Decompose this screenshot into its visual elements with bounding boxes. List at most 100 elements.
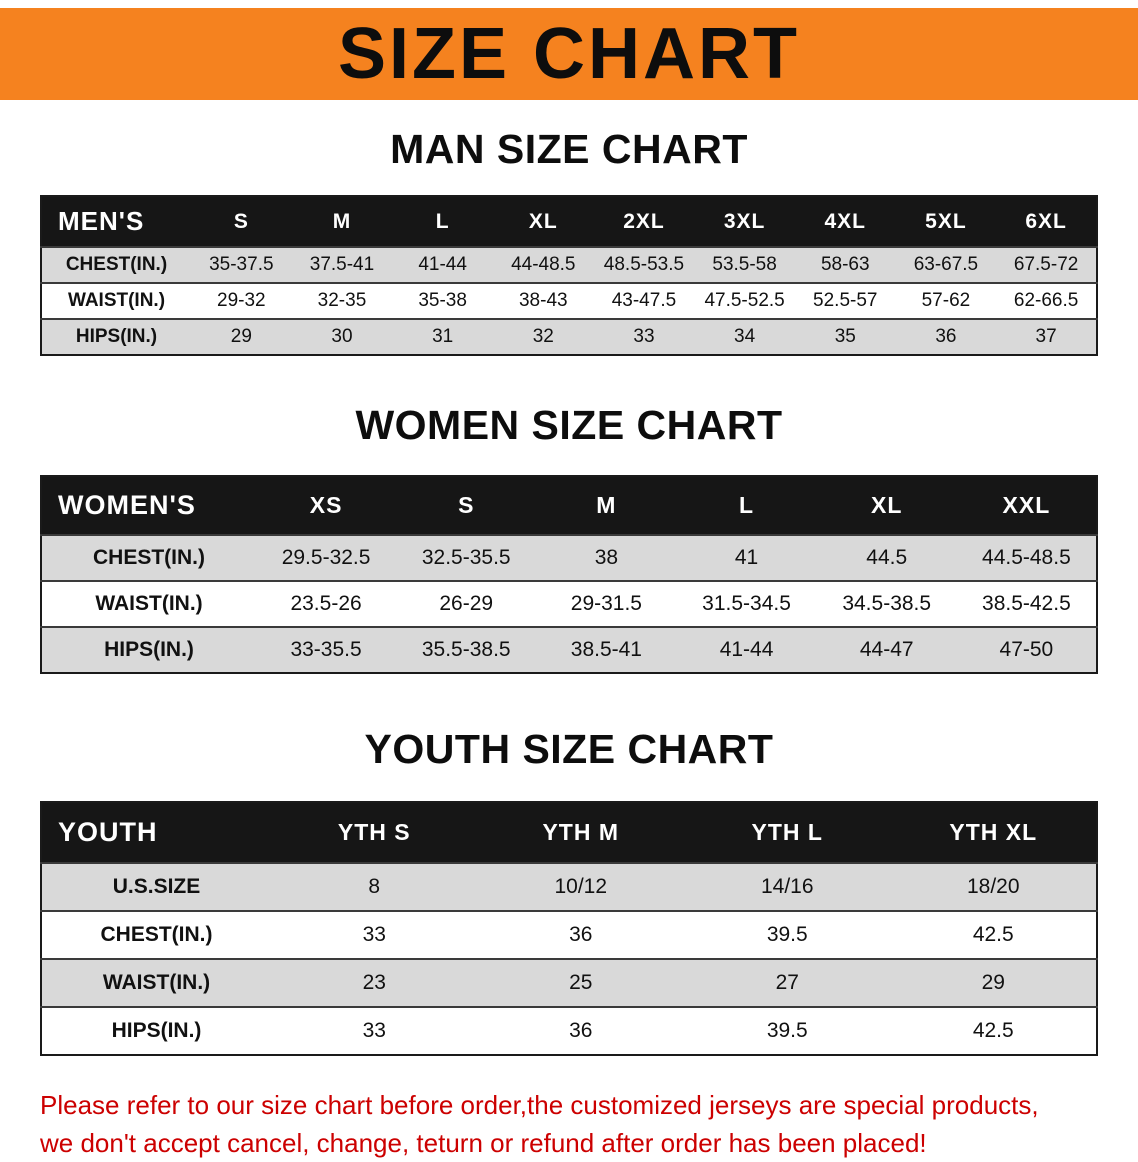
cell-value: 37.5-41 — [309, 254, 375, 275]
row-label: CHEST(IN.) — [65, 254, 168, 275]
section-heading-women: WOMEN SIZE CHART — [355, 402, 783, 448]
cell-value: 38-43 — [518, 290, 568, 311]
cell-value: 48.5-53.5 — [603, 254, 685, 275]
section-heading-youth: YOUTH SIZE CHART — [364, 726, 774, 772]
cell-value: 52.5-57 — [813, 290, 878, 311]
table-name-label: MEN'S — [41, 196, 191, 247]
cell-value: 31.5-34.5 — [702, 592, 791, 615]
column-header: S — [396, 476, 537, 535]
row-label: WAIST(IN.) — [67, 290, 166, 311]
footer-note-line: we don't accept cancel, change, teturn o… — [40, 1128, 927, 1158]
cell-value: 41-44 — [719, 638, 774, 661]
column-header: XL — [816, 476, 957, 535]
cell-value: 47.5-52.5 — [704, 290, 785, 311]
cell-value: 34.5-38.5 — [842, 592, 932, 615]
cell-value: 33-35.5 — [290, 638, 362, 661]
cell-value: 34 — [734, 326, 756, 347]
cell-value: 42.5 — [972, 923, 1014, 946]
cell-value: 39.5 — [766, 923, 808, 946]
cell-value: 35-38 — [418, 290, 467, 311]
cell-value: 32 — [532, 326, 554, 347]
cell-value: 58-63 — [820, 254, 870, 275]
column-header: XXL — [956, 476, 1097, 535]
table-row: WAIST(IN.) 23.5-26 26-29 29-31.5 31.5-34.5 34… — [41, 581, 1097, 627]
table-row: CHEST(IN.) 33 36 39.5 42.5 — [41, 911, 1097, 959]
cell-value: 36 — [935, 326, 957, 347]
cell-value: 35-37.5 — [209, 254, 274, 275]
column-header: YTH M — [477, 802, 684, 863]
column-header: L — [676, 476, 817, 535]
row-label: WAIST(IN.) — [102, 971, 211, 994]
column-header: S — [191, 196, 292, 247]
column-header: 5XL — [895, 196, 997, 247]
row-label: CHEST(IN.) — [100, 923, 213, 946]
column-header: L — [392, 196, 493, 247]
table-row: HIPS(IN.) 33-35.5 35.5-38.5 38.5-41 41-44 44-… — [41, 627, 1097, 673]
cell-value: 14/16 — [760, 875, 814, 898]
cell-value: 23 — [362, 971, 386, 994]
cell-value: 41 — [734, 546, 759, 569]
footer-note-line: Please refer to our size chart before or… — [40, 1090, 1039, 1120]
cell-value: 63-67.5 — [913, 254, 979, 275]
footer-note: Please refer to our size chart before or… — [40, 1086, 1118, 1162]
cell-value: 35 — [834, 326, 856, 347]
table-row: HIPS(IN.) 33 36 39.5 42.5 — [41, 1007, 1097, 1055]
cell-value: 42.5 — [972, 1019, 1014, 1042]
cell-value: 62-66.5 — [1013, 290, 1079, 311]
table-row: CHEST(IN.) 35-37.5 37.5-41 41-44 44-48.5 48.5… — [41, 247, 1097, 283]
row-label: WAIST(IN.) — [95, 592, 203, 615]
cell-value: 39.5 — [766, 1019, 808, 1042]
cell-value: 23.5-26 — [290, 592, 362, 615]
cell-value: 29 — [230, 326, 252, 347]
cell-value: 32-35 — [317, 290, 367, 311]
cell-value: 44.5 — [866, 546, 908, 569]
column-header: M — [536, 476, 677, 535]
cell-value: 30 — [331, 326, 353, 347]
cell-value: 29-31.5 — [570, 592, 642, 615]
column-header: XL — [492, 196, 594, 247]
cell-value: 38.5-41 — [570, 638, 642, 661]
cell-value: 41-44 — [418, 254, 467, 275]
cell-value: 37 — [1035, 326, 1057, 347]
table-name-label: YOUTH — [41, 802, 271, 863]
table-row: WAIST(IN.) 29-32 32-35 35-38 38-43 43-47.5 47.… — [41, 283, 1097, 319]
cell-value: 29-32 — [217, 290, 266, 311]
cell-value: 44.5-48.5 — [982, 546, 1071, 569]
cell-value: 29.5-32.5 — [281, 546, 371, 569]
cell-value: 32.5-35.5 — [421, 546, 511, 569]
column-header: YTH S — [271, 802, 478, 863]
cell-value: 18/20 — [966, 875, 1020, 898]
table-row: CHEST(IN.) 29.5-32.5 32.5-35.5 38 41 44.5 44.5… — [41, 535, 1097, 581]
cell-value: 43-47.5 — [611, 290, 677, 311]
column-header: YTH XL — [890, 802, 1097, 863]
column-header: M — [291, 196, 393, 247]
cell-value: 10/12 — [554, 875, 608, 898]
column-header: 4XL — [794, 196, 896, 247]
cell-value: 53.5-58 — [712, 254, 777, 275]
cell-value: 38 — [594, 546, 619, 569]
column-header: 6XL — [996, 196, 1097, 247]
column-header: 3XL — [694, 196, 795, 247]
cell-value: 27 — [775, 971, 799, 994]
size-chart-banner: SIZE CHART — [0, 8, 1138, 100]
men-size-table: MEN'S S M L XL 2XL 3XL 4XL 5XL 6XL CHEST(IN.) 35-3… — [40, 195, 1098, 356]
column-header: 2XL — [593, 196, 695, 247]
cell-value: 47-50 — [999, 638, 1054, 661]
section-heading-men: MAN SIZE CHART — [390, 126, 748, 172]
cell-value: 44-48.5 — [511, 254, 576, 275]
table-name-label: WOMEN'S — [41, 476, 256, 535]
women-header-row: WOMEN'S XS S M L XL XXL — [41, 476, 1097, 535]
column-header: XS — [256, 476, 397, 535]
cell-value: 35.5-38.5 — [421, 638, 511, 661]
cell-value: 38.5-42.5 — [982, 592, 1071, 615]
row-label: HIPS(IN.) — [104, 638, 194, 661]
row-label: U.S.SIZE — [112, 875, 201, 898]
women-size-table: WOMEN'S XS S M L XL XXL CHEST(IN.) 29.5-32.5 32.… — [40, 475, 1098, 674]
cell-value: 44-47 — [859, 638, 914, 661]
cell-value: 36 — [569, 923, 593, 946]
men-header-row: MEN'S S M L XL 2XL 3XL 4XL 5XL 6XL — [41, 196, 1097, 247]
cell-value: 8 — [368, 875, 381, 898]
row-label: CHEST(IN.) — [93, 546, 205, 569]
cell-value: 33 — [633, 326, 655, 347]
cell-value: 29 — [981, 971, 1005, 994]
